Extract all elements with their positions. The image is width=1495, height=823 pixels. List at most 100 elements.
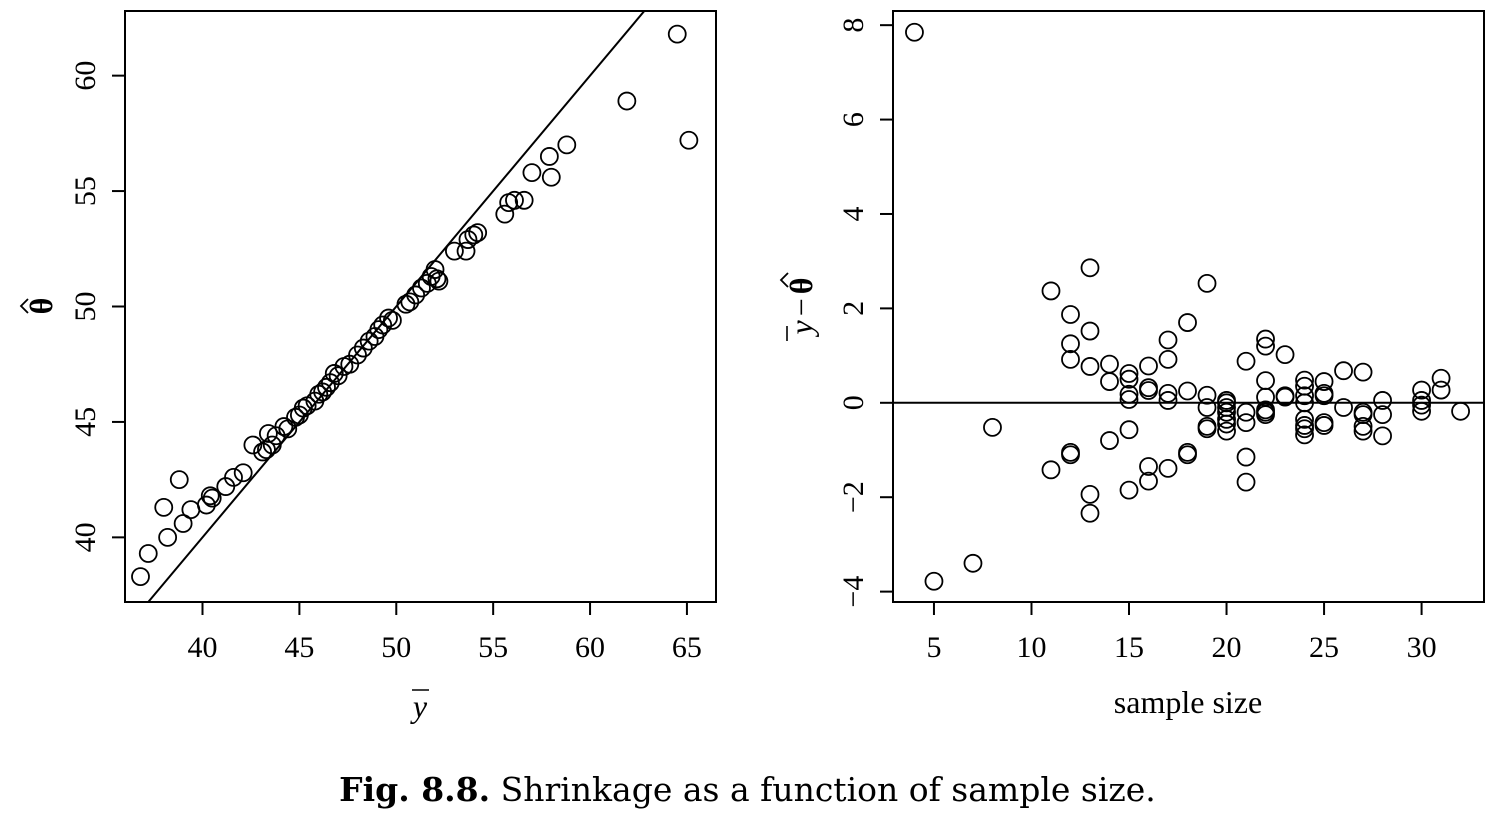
left-data-point — [138, 544, 158, 563]
right-data-point — [1080, 503, 1100, 523]
right-data-point — [1353, 421, 1373, 441]
right-y-axis-title: y − θ — [783, 278, 819, 338]
left-data-point — [328, 366, 348, 386]
left-data-point — [196, 495, 216, 515]
right-data-point — [924, 571, 944, 591]
left-data-point — [253, 442, 272, 462]
right-data-point — [1119, 364, 1139, 383]
right-data-point — [1236, 413, 1256, 433]
left-data-point — [202, 488, 222, 508]
right-points-group — [905, 22, 1470, 591]
right-data-point — [1256, 336, 1275, 356]
right-data-point — [1217, 409, 1236, 429]
left-y-axis-title-hat — [19, 298, 29, 314]
right-data-point — [1100, 354, 1119, 374]
right-data-point — [1041, 460, 1061, 480]
right-data-point — [1256, 371, 1275, 391]
left-data-point — [679, 130, 699, 150]
left-data-point — [406, 285, 426, 305]
right-data-point — [1197, 419, 1217, 439]
right-y-axis-title-hat — [779, 272, 789, 288]
left-data-point — [293, 398, 313, 418]
left-data-point — [456, 241, 476, 261]
left-data-point — [425, 260, 445, 279]
right-data-point — [1295, 386, 1314, 406]
left-data-point — [379, 308, 398, 328]
right-x-tick-label: 25 — [1309, 631, 1339, 664]
left-data-point — [317, 377, 336, 397]
left-data-point — [445, 241, 464, 261]
right-data-point — [1080, 321, 1100, 341]
right-data-point — [1100, 431, 1119, 450]
left-data-point — [458, 230, 478, 249]
right-data-point — [1139, 471, 1158, 491]
right-data-point — [1080, 357, 1100, 376]
right-data-point — [1080, 258, 1100, 278]
right-y-axis-title-y: y — [783, 319, 819, 337]
left-y-axis-title: θ — [23, 298, 59, 315]
left-x-tick-label: 40 — [188, 631, 218, 664]
right-data-point — [1178, 313, 1197, 332]
right-data-point — [1061, 349, 1080, 369]
right-data-point — [1256, 405, 1275, 425]
right-data-point — [1158, 459, 1178, 478]
left-y-axis: 40 45 50 55 60 — [69, 61, 125, 552]
left-points-group — [131, 24, 699, 587]
left-data-point — [224, 467, 243, 487]
right-data-point — [1236, 447, 1256, 467]
right-data-point — [1295, 425, 1314, 445]
right-data-point — [1139, 356, 1158, 376]
right-data-point — [1100, 372, 1119, 391]
right-data-point — [1158, 383, 1178, 403]
right-data-point — [905, 22, 924, 42]
right-y-axis-title-theta: θ — [783, 278, 819, 295]
caption-label: Fig. 8.8. — [339, 770, 491, 809]
right-data-point — [1314, 416, 1334, 435]
right-data-point — [1412, 401, 1431, 421]
right-scatter-panel: 5 10 15 20 25 30 −4 −2 0 2 4 6 8 sample size y − θ — [779, 10, 1485, 720]
left-data-point — [131, 567, 150, 587]
right-data-point — [1412, 391, 1431, 410]
left-data-point — [514, 190, 534, 210]
left-x-tick-label: 55 — [478, 631, 508, 664]
right-data-point — [1061, 305, 1080, 324]
right-data-point — [1412, 395, 1431, 415]
left-x-tick-label: 60 — [575, 631, 605, 664]
left-data-point — [154, 497, 174, 517]
right-data-point — [1217, 402, 1236, 422]
left-y-tick-label: 40 — [69, 522, 102, 552]
left-y-tick-label: 60 — [69, 61, 102, 91]
right-x-tick-label: 10 — [1016, 631, 1046, 664]
right-data-point — [1373, 426, 1392, 446]
right-data-point — [1431, 368, 1451, 388]
right-data-point — [1373, 391, 1392, 410]
right-y-axis-title-group: y − θ — [779, 272, 819, 341]
right-data-point — [1353, 416, 1373, 436]
right-data-point — [1119, 420, 1139, 440]
left-data-point — [412, 278, 431, 298]
right-data-point — [1139, 381, 1158, 400]
right-x-tick-label: 5 — [926, 631, 941, 664]
right-data-point — [1197, 385, 1217, 405]
left-data-point — [169, 470, 189, 490]
left-data-point — [539, 147, 559, 166]
right-data-point — [1295, 419, 1314, 439]
left-plot-frame — [124, 10, 717, 603]
right-data-point — [1236, 402, 1256, 422]
left-data-point — [667, 24, 687, 44]
right-data-point — [1334, 398, 1353, 417]
left-scatter-panel: 40 45 50 55 60 65 40 45 50 55 60 y θ — [19, 10, 717, 724]
figure-caption: Fig. 8.8. Shrinkage as a function of sam… — [0, 770, 1495, 809]
right-data-point — [1236, 472, 1256, 492]
right-x-tick-label: 30 — [1407, 631, 1437, 664]
left-y-tick-label: 55 — [69, 176, 102, 206]
right-y-tick-label: −4 — [837, 576, 870, 608]
right-x-tick-label: 15 — [1114, 631, 1144, 664]
left-data-point — [522, 163, 542, 183]
right-data-point — [1431, 380, 1451, 400]
right-data-point — [1119, 384, 1139, 404]
right-data-point — [1295, 370, 1314, 390]
right-data-point — [1353, 362, 1373, 382]
right-data-point — [1041, 281, 1061, 301]
left-data-point — [262, 435, 282, 455]
